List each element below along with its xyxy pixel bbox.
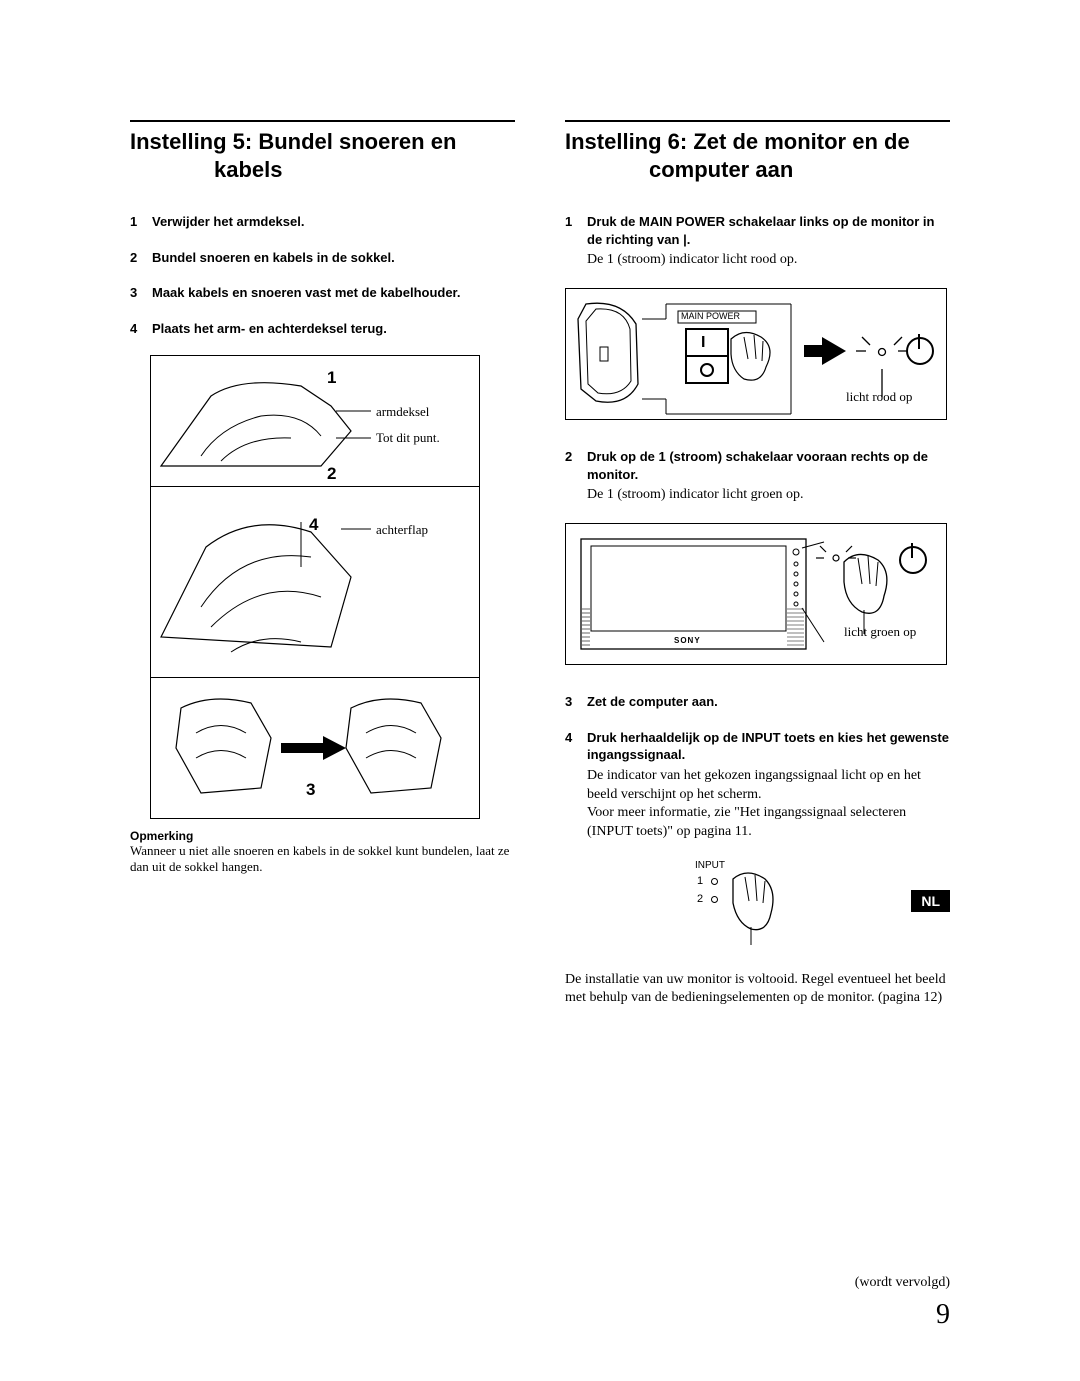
diagram-front-power: SONY licht groen op — [565, 523, 947, 665]
language-badge: NL — [911, 890, 950, 912]
left-column: Instelling 5: Bundel snoeren en kabels 1… — [130, 120, 515, 1008]
step-number: 2 — [130, 249, 152, 267]
step-row: 4 Druk herhaaldelijk op de INPUT toets e… — [565, 729, 950, 843]
cable-illustration: 1 armdeksel Tot dit punt. 2 4 achterflap — [150, 355, 480, 819]
step-text: Plaats het arm- en achterdeksel terug. — [152, 320, 515, 338]
step-row: 3 Maak kabels en snoeren vast met de kab… — [130, 284, 515, 302]
step-number: 4 — [565, 729, 587, 843]
power-icon — [899, 546, 927, 574]
closing-paragraph: De installatie van uw monitor is voltooi… — [565, 971, 950, 1007]
green-light-caption: licht groen op — [844, 624, 916, 640]
illus-label-1: 1 — [327, 368, 336, 388]
title-line: computer aan — [565, 157, 793, 182]
step-plain: De indicator van het gekozen ingangssign… — [587, 767, 950, 843]
title-line: Instelling 6: Zet de monitor en de — [565, 129, 910, 154]
power-icon — [906, 337, 934, 365]
step-row: 1 Druk de MAIN POWER schakelaar links op… — [565, 213, 950, 270]
illus-label-2: 2 — [327, 464, 336, 484]
note-body: Wanneer u niet alle snoeren en kabels in… — [130, 843, 515, 876]
step-row: 3 Zet de computer aan. — [565, 693, 950, 711]
title-line: kabels — [130, 157, 283, 182]
input-title: INPUT — [695, 860, 950, 871]
step-bold: Druk herhaaldelijk op de INPUT toets en … — [587, 730, 949, 763]
page-number: 9 — [936, 1299, 950, 1331]
svg-text:I: I — [701, 334, 705, 351]
title-line: Instelling 5: Bundel snoeren en — [130, 129, 456, 154]
section-6-title: Instelling 6: Zet de monitor en de compu… — [565, 120, 950, 183]
illus-top-svg — [151, 356, 481, 486]
step-number: 3 — [565, 693, 587, 711]
arm-cover-label: armdeksel — [376, 404, 429, 420]
step-text: Verwijder het armdeksel. — [152, 213, 515, 231]
step-text: Maak kabels en snoeren vast met de kabel… — [152, 284, 515, 302]
diagram-main-power: I MAIN POWER licht rood op — [565, 288, 947, 420]
step-row: 2 Druk op de 1 (stroom) schakelaar voora… — [565, 448, 950, 505]
step-number: 1 — [130, 213, 152, 231]
note-heading: Opmerking — [130, 829, 515, 843]
illus-bot-svg — [151, 678, 481, 818]
back-flap-label: achterflap — [376, 522, 428, 538]
red-light-caption: licht rood op — [846, 389, 912, 405]
step-bold: Druk de MAIN POWER schakelaar links op d… — [587, 214, 934, 247]
step-bold: Zet de computer aan. — [587, 693, 950, 711]
step-number: 2 — [565, 448, 587, 505]
step-row: 1 Verwijder het armdeksel. — [130, 213, 515, 231]
step-number: 4 — [130, 320, 152, 338]
step-plain: De 1 (stroom) indicator licht rood op. — [587, 251, 950, 270]
step-number: 3 — [130, 284, 152, 302]
step-row: 4 Plaats het arm- en achterdeksel terug. — [130, 320, 515, 338]
step-bold: Druk op de 1 (stroom) schakelaar vooraan… — [587, 449, 928, 482]
illus-label-3: 3 — [306, 780, 315, 800]
step-row: 2 Bundel snoeren en kabels in de sokkel. — [130, 249, 515, 267]
section-5-title: Instelling 5: Bundel snoeren en kabels — [130, 120, 515, 183]
step-number: 1 — [565, 213, 587, 270]
continued-footer: (wordt vervolgd) — [855, 1275, 950, 1291]
step-text: Bundel snoeren en kabels in de sokkel. — [152, 249, 515, 267]
main-power-label: MAIN POWER — [681, 311, 740, 321]
illus-label-4: 4 — [309, 515, 318, 535]
right-column: Instelling 6: Zet de monitor en de compu… — [565, 120, 950, 1008]
to-this-point-label: Tot dit punt. — [376, 430, 440, 446]
step-plain: De 1 (stroom) indicator licht groen op. — [587, 486, 950, 505]
sony-logo: SONY — [674, 636, 701, 645]
